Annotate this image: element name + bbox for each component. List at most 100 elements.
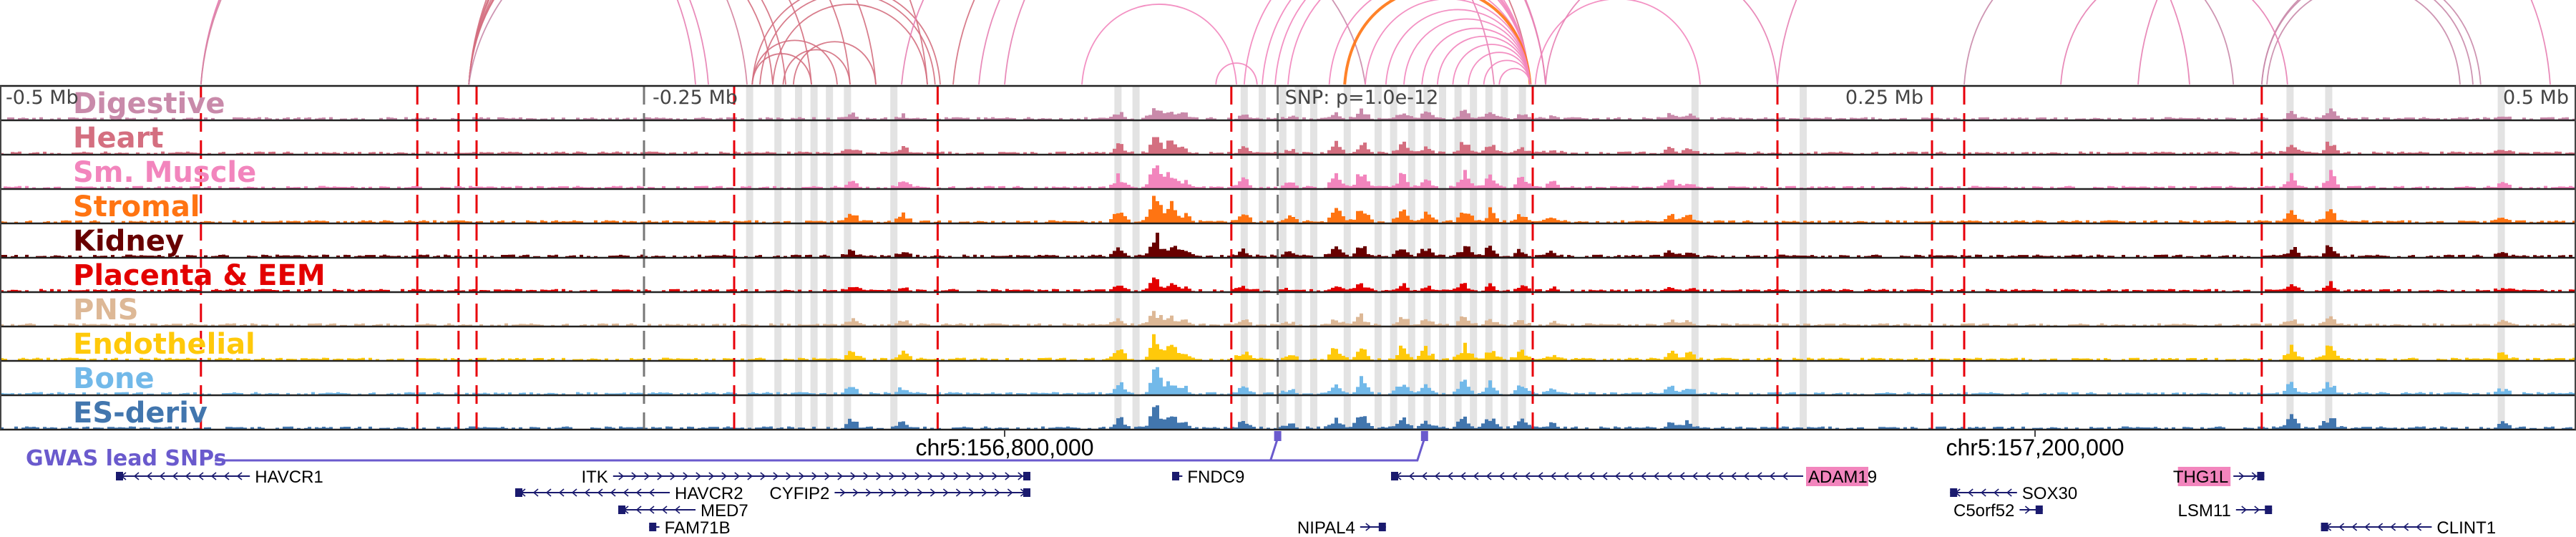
- gene-exon: [2035, 505, 2043, 514]
- gene-exon: [618, 505, 625, 514]
- loop-arc: [2260, 0, 2474, 85]
- gene-c5orf52: C5orf52: [1953, 501, 2043, 521]
- loop-arc: [782, 49, 851, 85]
- gwas-label: GWAS lead SNPs: [26, 446, 226, 471]
- gene-label: C5orf52: [1953, 501, 2014, 521]
- loop-arc: [1004, 0, 1546, 85]
- signal-track-digestive: [7, 108, 2576, 120]
- axis-tick-label: SNP: p=1.0e-12: [1285, 87, 1439, 109]
- gene-highlight: [1806, 467, 1868, 486]
- loop-arc: [2060, 0, 2288, 85]
- loop-arc: [1963, 0, 2235, 85]
- gene-exon: [2265, 505, 2273, 514]
- loop-arc: [792, 41, 877, 85]
- signal-track-endothelial: [0, 334, 2576, 360]
- gene-med7: MED7: [618, 501, 748, 521]
- loop-arc: [1468, 52, 1531, 85]
- gene-clint1: CLINT1: [2321, 518, 2496, 537]
- track-label: Bone: [73, 362, 155, 395]
- gene-label: MED7: [701, 501, 748, 521]
- track-label: Stromal: [73, 190, 200, 223]
- gene-exon: [116, 472, 123, 480]
- track-borders: [0, 84, 2576, 431]
- track-label: PNS: [73, 294, 139, 326]
- gene-thg1l: THG1L: [2173, 467, 2265, 487]
- track-label: Endothelial: [73, 328, 255, 361]
- gene-lsm11: LSM11: [2178, 501, 2273, 521]
- strand-arrows: [2241, 505, 2260, 514]
- gene-label: LSM11: [2178, 501, 2231, 521]
- loop-arc: [1498, 67, 1531, 85]
- loop-arc: [468, 0, 786, 85]
- gene-label: HAVCR1: [255, 468, 323, 487]
- signal-track-kidney: [0, 233, 2572, 257]
- loop-arc: [1403, 18, 1531, 85]
- strand-arrows: [2238, 472, 2258, 480]
- gene-exon: [1950, 488, 1958, 497]
- strand-arrows: [618, 472, 1024, 480]
- loop-mask: [0, 86, 2576, 537]
- strand-arrows: [2024, 505, 2031, 514]
- gene-fam71b: FAM71B: [649, 518, 731, 537]
- loop-arc: [751, 53, 812, 85]
- loop-arc: [1287, 0, 1531, 85]
- gene-label: ITK: [581, 468, 608, 487]
- loop-arc: [1081, 4, 1237, 85]
- gene-exon: [1023, 488, 1030, 497]
- loop-arc: [759, 0, 936, 85]
- gene-label: THG1L: [2173, 468, 2228, 487]
- gene-label: ADAM19: [1808, 468, 1877, 487]
- gene-exon: [2321, 523, 2328, 531]
- signal-bars: [0, 277, 2576, 291]
- signal-bars: [0, 195, 2576, 223]
- gene-label: FAM71B: [665, 518, 731, 537]
- loop-arc: [751, 39, 838, 85]
- signal-bars: [0, 311, 2576, 326]
- gene-label: CYFIP2: [769, 484, 829, 503]
- gene-exon: [1172, 472, 1179, 480]
- loop-arc: [1545, 0, 1778, 85]
- loop-arc: [1262, 0, 1531, 85]
- axis-tick-label: 0.5 Mb: [2503, 87, 2569, 109]
- gene-label: HAVCR2: [675, 484, 743, 503]
- gene-label: FNDC9: [1187, 468, 1244, 487]
- gene-highlight: [2177, 467, 2231, 486]
- gene-exon: [1378, 523, 1386, 531]
- track-label: Sm. Muscle: [73, 156, 256, 189]
- gene-exon: [649, 523, 657, 531]
- gwas-track: GWAS lead SNPs: [26, 431, 1428, 471]
- gwas-connector: [215, 437, 1426, 462]
- signal-bars: [0, 137, 2576, 154]
- loop-arc: [2266, 0, 2461, 85]
- signal-bars: [0, 334, 2576, 360]
- axis-tick-label: 0.25 Mb: [1845, 87, 1923, 109]
- gene-exon: [515, 488, 522, 497]
- track-label: Placenta & EEM: [73, 259, 326, 292]
- track-label: Digestive: [73, 87, 225, 120]
- loop-arc: [1385, 9, 1531, 85]
- loop-arc: [1452, 44, 1531, 85]
- gwas-snp-marker: [1420, 431, 1428, 441]
- loop-arc: [772, 4, 928, 85]
- loop-arc: [468, 0, 1366, 85]
- loop-arc: [751, 0, 941, 85]
- coordinate-label: chr5:157,200,000: [1946, 435, 2124, 460]
- loop-arc: [1483, 59, 1531, 85]
- axis-labels: -0.5 Mb -0.25 Mb SNP: p=1.0e-12 0.25 Mb 0.5 …: [6, 87, 2569, 109]
- coordinate-label: chr5:156,800,000: [915, 435, 1093, 460]
- loop-arc: [1215, 62, 1258, 85]
- loop-arc: [1777, 0, 2190, 85]
- gene-sox30: SOX30: [1950, 484, 2077, 503]
- track-label: Heart: [73, 122, 163, 155]
- signal-track-bone: [0, 367, 2576, 395]
- loop-arc: [1343, 0, 1532, 85]
- strand-arrows: [1365, 523, 1372, 531]
- signal-bars: [0, 367, 2576, 395]
- loop-arc: [2137, 0, 2551, 85]
- gene-cyfip2: CYFIP2: [769, 484, 1030, 503]
- loop-arc: [1365, 0, 1531, 85]
- gene-adam19: ADAM19: [1391, 467, 1877, 487]
- gwas-snp-marker: [1274, 431, 1282, 441]
